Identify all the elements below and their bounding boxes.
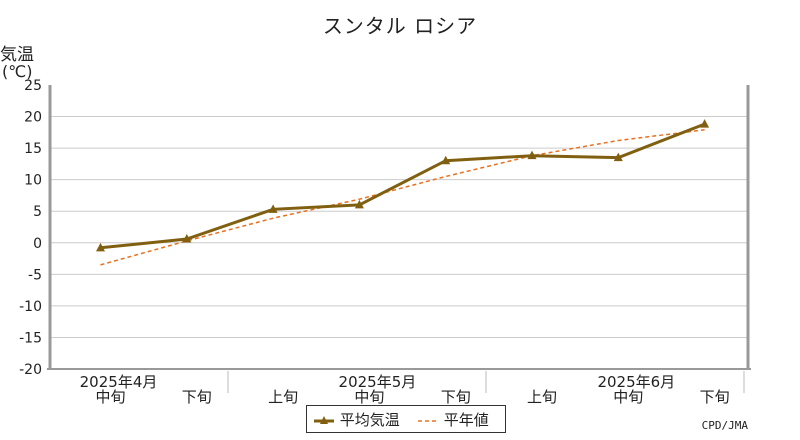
data-point-average <box>182 233 192 243</box>
data-point-average <box>354 199 364 209</box>
x-month-label: 2025年4月 <box>80 373 158 391</box>
y-tick-label: -10 <box>19 299 42 315</box>
data-point-average <box>268 204 278 213</box>
chart-title: スンタル ロシア <box>322 14 478 38</box>
legend-item-average: 平均気温 <box>313 409 400 430</box>
x-tick-label: 下旬 <box>441 388 471 406</box>
x-tick-label: 上旬 <box>268 388 298 406</box>
x-tick-label: 中旬 <box>354 388 384 406</box>
x-tick-label: 下旬 <box>700 388 730 406</box>
x-tick-label: 中旬 <box>613 388 643 406</box>
credit-text: CPD/JMA <box>701 419 748 432</box>
y-tick-label: -5 <box>28 267 42 283</box>
data-point-average <box>700 119 710 128</box>
legend-label-average: 平均気温 <box>339 411 400 429</box>
data-point-average <box>613 152 623 162</box>
legend-swatch-average <box>314 415 334 424</box>
y-tick-labels: 25 20 15 10 5 0 -5 -10 -15 -20 <box>19 78 42 378</box>
legend: 平均気温 平年値 <box>306 405 506 433</box>
series-line-average <box>100 122 706 250</box>
plot-frame <box>47 85 751 370</box>
x-tick-label: 下旬 <box>182 388 212 406</box>
y-tick-label: -15 <box>19 330 42 346</box>
y-axis-label: 気温 <box>0 45 34 65</box>
series-lines <box>96 119 710 266</box>
x-month-label: 2025年6月 <box>597 373 675 391</box>
y-tick-label: 20 <box>24 110 42 126</box>
grid-lines <box>50 116 748 338</box>
y-tick-label: 10 <box>24 173 42 189</box>
y-tick-label: 0 <box>33 236 42 252</box>
y-tick-label: 5 <box>33 204 42 220</box>
plot-background <box>50 85 748 369</box>
y-tick-label: -20 <box>19 362 42 378</box>
x-month-label: 2025年5月 <box>339 373 417 391</box>
legend-item-normal: 平年値 <box>417 409 489 430</box>
data-point-average <box>441 155 451 165</box>
x-tick-labels: 中旬 下旬 上旬 中旬 下旬 上旬 中旬 下旬 2025年4月 2025年5月 2025年6月 <box>80 371 745 406</box>
x-tick-label: 中旬 <box>95 388 125 406</box>
legend-label-normal: 平年値 <box>443 411 489 429</box>
legend-swatch-normal <box>418 419 438 422</box>
data-point-average <box>527 150 537 160</box>
series-line-normal <box>100 129 705 266</box>
y-tick-label: 15 <box>24 141 42 157</box>
x-tick-label: 上旬 <box>527 388 557 406</box>
y-tick-label: 25 <box>24 78 42 94</box>
y-axis-unit: (℃) <box>2 62 33 81</box>
data-point-average <box>96 242 105 252</box>
